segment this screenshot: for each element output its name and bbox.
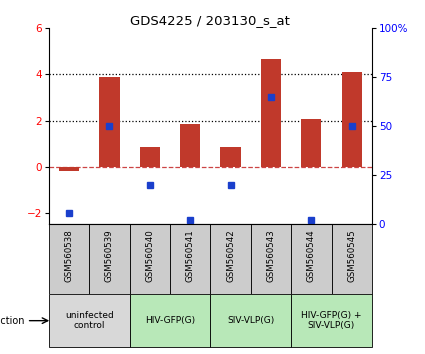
Text: HIV-GFP(G): HIV-GFP(G) [145,316,195,325]
Bar [89,224,130,295]
Bar [301,119,321,167]
Bar [130,295,210,347]
Bar [332,224,372,295]
Bar [342,72,362,167]
Bar [49,295,130,347]
Text: GSM560545: GSM560545 [347,229,356,282]
Bar [99,77,119,167]
Bar [251,224,291,295]
Bar [140,147,160,167]
Text: HIV-GFP(G) +
SIV-VLP(G): HIV-GFP(G) + SIV-VLP(G) [301,311,362,330]
Bar [180,124,200,167]
Bar [221,147,241,167]
Bar [170,224,210,295]
Text: GSM560540: GSM560540 [145,229,154,282]
Bar [59,167,79,171]
Bar [261,59,281,167]
Text: SIV-VLP(G): SIV-VLP(G) [227,316,275,325]
Title: GDS4225 / 203130_s_at: GDS4225 / 203130_s_at [130,14,290,27]
Text: GSM560541: GSM560541 [186,229,195,282]
Bar [291,224,332,295]
Text: GSM560544: GSM560544 [307,229,316,282]
Text: GSM560538: GSM560538 [65,229,74,282]
Bar [291,295,372,347]
Bar [210,295,291,347]
Bar [49,224,89,295]
Bar [130,224,170,295]
Text: uninfected
control: uninfected control [65,311,113,330]
Text: infection: infection [0,316,25,326]
Text: GSM560542: GSM560542 [226,229,235,282]
Bar [210,224,251,295]
Text: GSM560543: GSM560543 [266,229,275,282]
Text: GSM560539: GSM560539 [105,230,114,282]
